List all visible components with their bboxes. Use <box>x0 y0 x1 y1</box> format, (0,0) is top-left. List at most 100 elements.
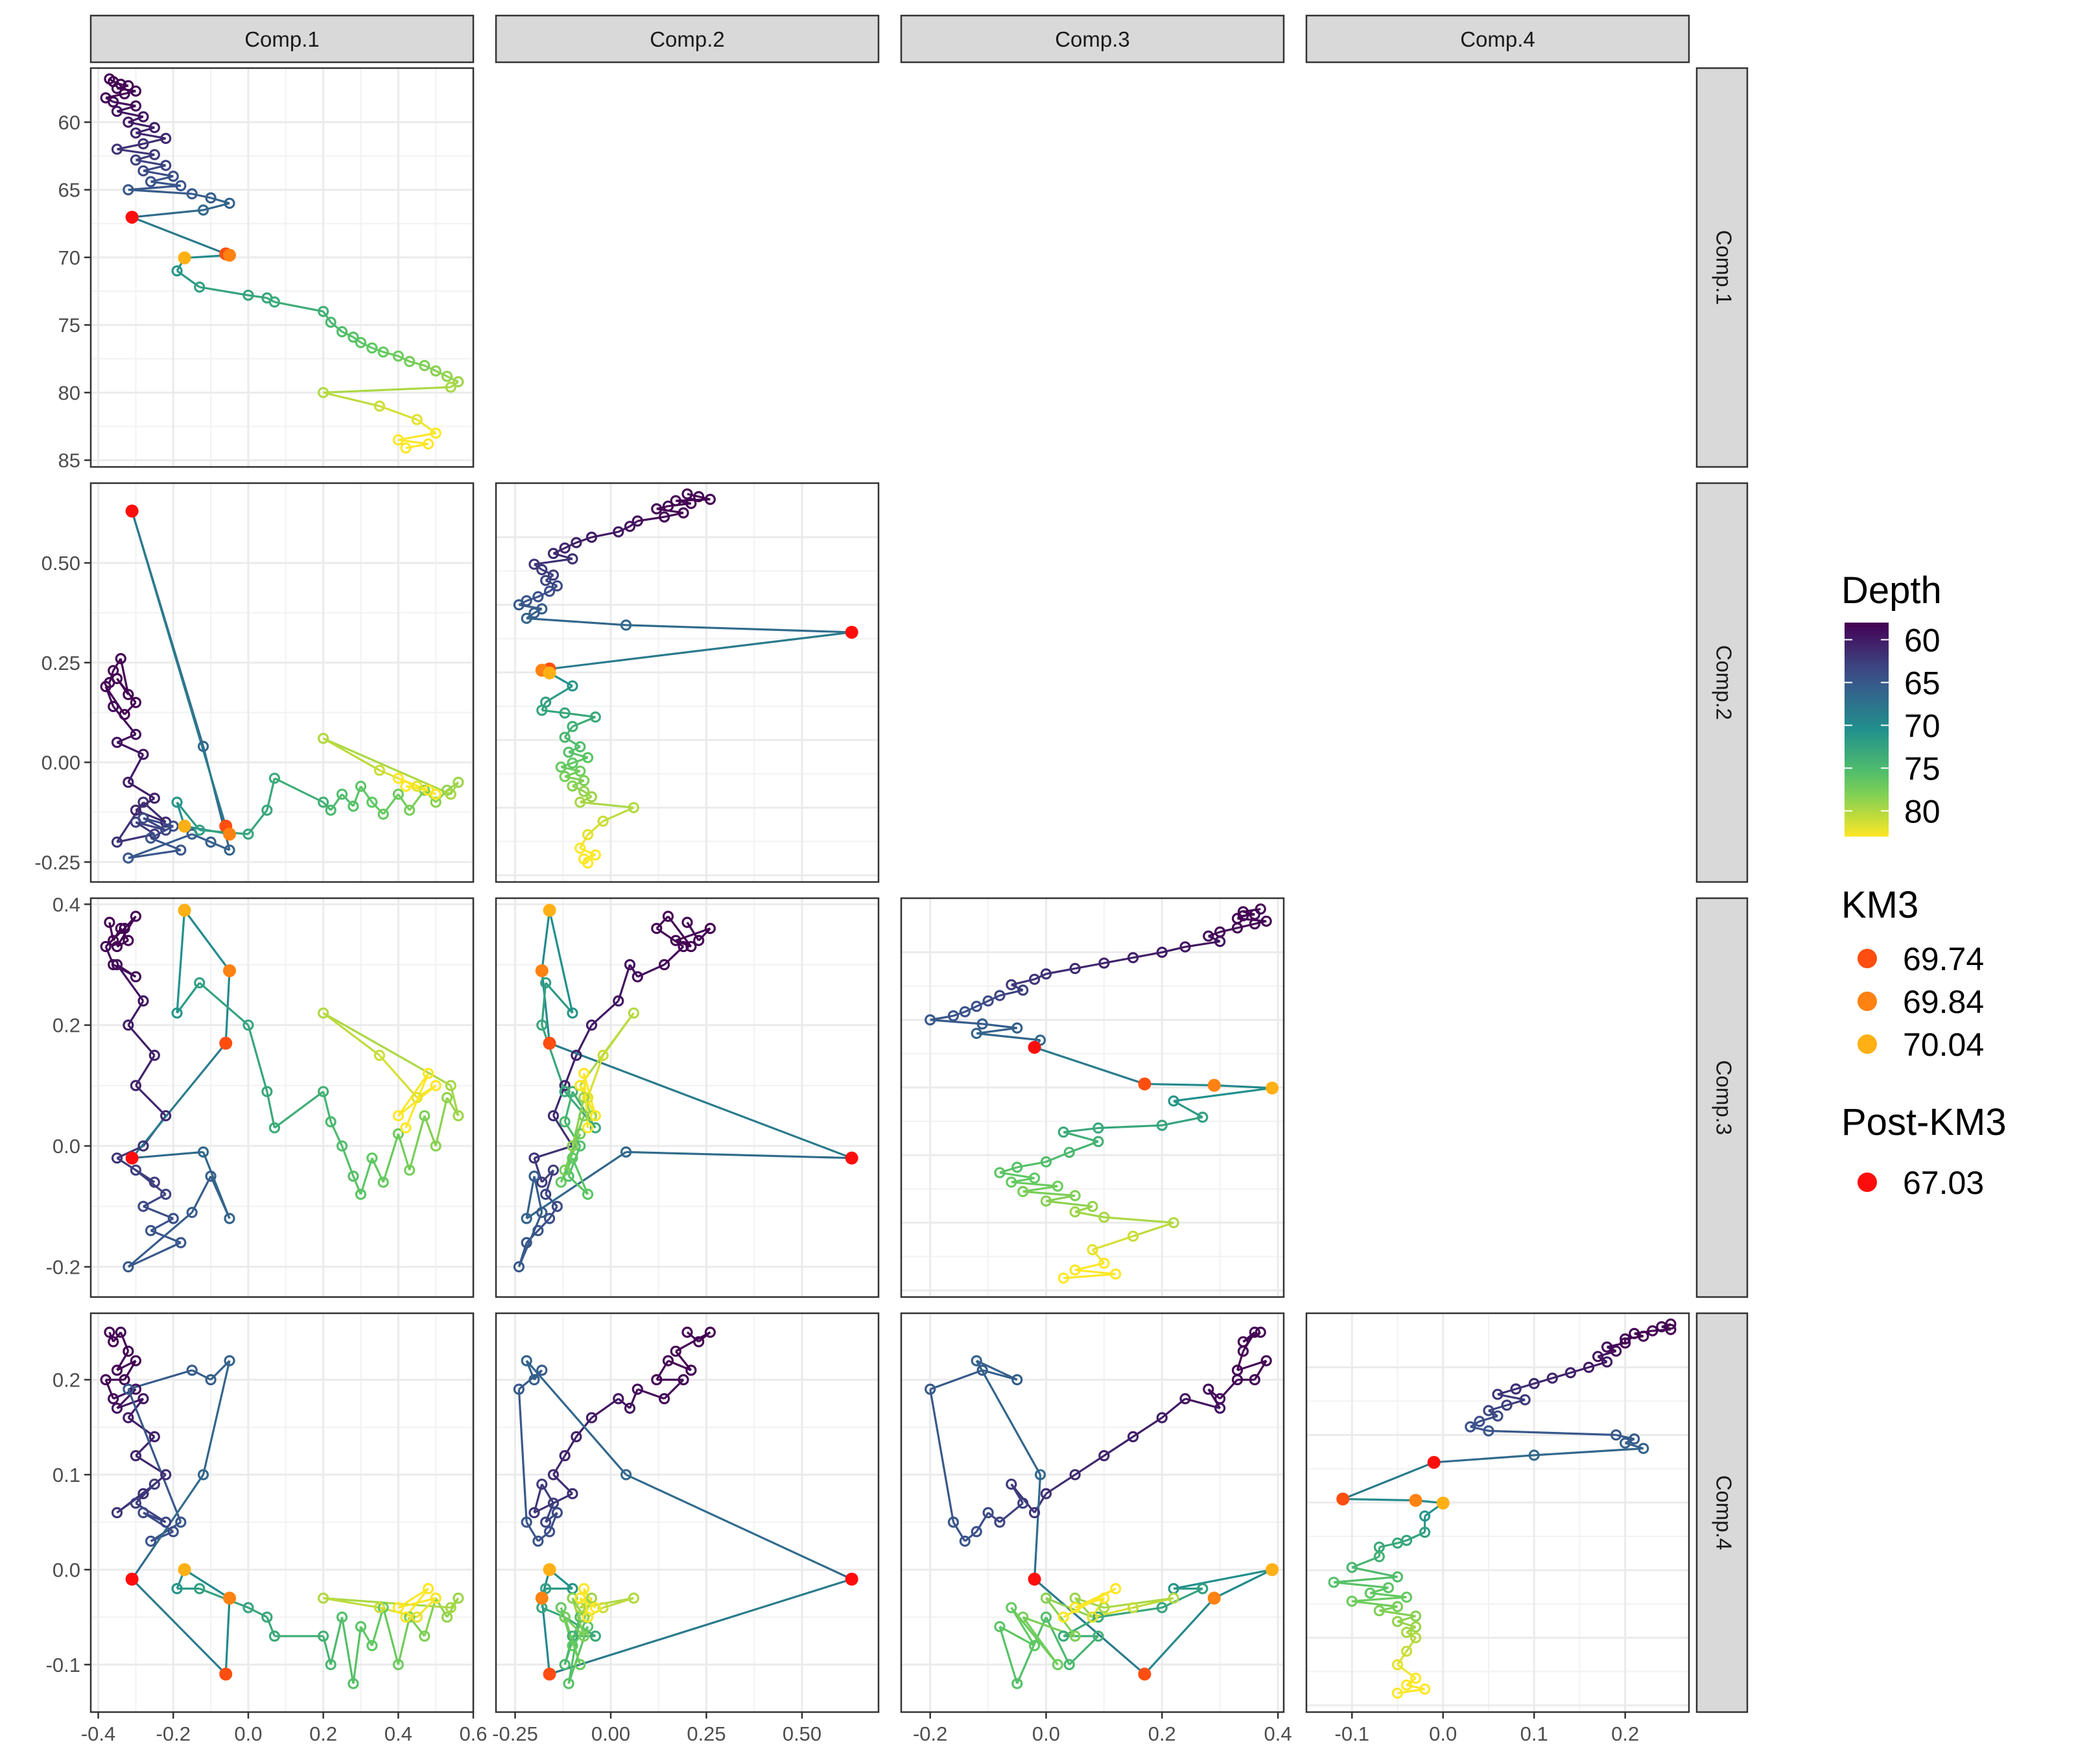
data-point <box>925 1383 936 1395</box>
data-point <box>1419 1527 1431 1538</box>
data-point <box>130 971 142 983</box>
path-segment <box>999 1166 1018 1174</box>
data-point <box>578 785 590 797</box>
data-point <box>108 96 119 108</box>
data-point <box>976 1364 988 1376</box>
panel-background <box>91 483 473 882</box>
data-point <box>261 1611 273 1623</box>
data-point <box>175 844 187 856</box>
path-segment <box>371 1607 384 1646</box>
data-point <box>1011 1374 1023 1386</box>
data-point <box>571 1431 582 1442</box>
data-point <box>318 305 329 317</box>
x-tick-label: -0.4 <box>81 1722 115 1745</box>
data-point <box>582 752 594 763</box>
data-point <box>336 1140 348 1152</box>
data-point <box>167 1213 179 1224</box>
path-segment <box>1352 1600 1398 1608</box>
path-segment <box>1068 1635 1100 1665</box>
data-point <box>982 995 994 1007</box>
data-point <box>1620 1337 1631 1349</box>
data-point <box>578 1583 590 1595</box>
data-point <box>1237 910 1249 922</box>
data-point <box>373 400 385 412</box>
data-point <box>318 1086 329 1097</box>
data-point <box>582 1122 594 1134</box>
y-tick-label: 75 <box>58 314 80 337</box>
data-point <box>1087 1200 1098 1212</box>
data-point <box>631 1383 643 1395</box>
data-point <box>547 569 560 581</box>
path-segment <box>1343 1497 1416 1502</box>
data-point <box>197 1146 209 1158</box>
data-point <box>540 1188 552 1200</box>
data-point <box>563 1678 574 1689</box>
path-segment <box>1470 1425 1489 1432</box>
data-point <box>555 1176 567 1188</box>
path-segment <box>359 1158 373 1195</box>
path-segment <box>116 964 145 1002</box>
y-tick-label: 0.0 <box>53 1558 80 1581</box>
column-strip-label: Comp.1 <box>244 27 320 51</box>
data-point <box>377 1602 389 1614</box>
data-point <box>589 1122 602 1134</box>
data-point <box>559 1164 571 1176</box>
path-segment <box>1625 1442 1644 1450</box>
data-point <box>268 1122 281 1134</box>
panel-marks <box>925 1326 1279 1689</box>
data-point <box>1410 1610 1422 1622</box>
data-point <box>123 1345 134 1357</box>
data-point <box>1156 946 1168 958</box>
path-segment <box>112 1331 122 1342</box>
data-point <box>678 507 689 519</box>
data-point <box>453 376 464 388</box>
path-segment <box>1397 1615 1417 1623</box>
path-segment <box>408 1115 426 1171</box>
data-point <box>658 959 670 971</box>
panel-border <box>1305 1312 1690 1713</box>
path-segment <box>1092 1235 1134 1251</box>
data-point <box>123 116 134 128</box>
data-point <box>137 165 149 177</box>
data-point <box>1410 1621 1422 1633</box>
path-segment <box>398 432 436 441</box>
column-strip <box>900 14 1285 64</box>
data-point <box>137 748 149 760</box>
km3-point <box>178 819 191 833</box>
data-point <box>186 1364 198 1376</box>
x-tick-label: -0.1 <box>1335 1722 1369 1745</box>
panel-border <box>900 1312 1285 1713</box>
panel-comp4-vs-comp3: -0.2 0.0 0.2 0.4 <box>900 1312 1292 1745</box>
data-point <box>1006 1602 1017 1614</box>
path-segment <box>667 915 692 947</box>
data-point <box>971 1027 982 1040</box>
data-point <box>536 1206 548 1219</box>
panel-marks <box>100 505 464 864</box>
data-point <box>108 700 119 713</box>
column-strip-label: Comp.3 <box>1055 27 1130 51</box>
path-segment <box>191 1369 211 1381</box>
data-point <box>536 704 548 716</box>
data-point <box>582 1611 594 1623</box>
data-point <box>336 789 348 800</box>
data-point <box>377 808 389 820</box>
km3-point <box>1207 1591 1221 1605</box>
data-point <box>540 575 552 586</box>
data-point <box>597 1602 609 1614</box>
data-point <box>111 673 123 684</box>
path-segment <box>1161 1116 1203 1126</box>
data-point <box>1214 936 1226 947</box>
path-segment <box>526 595 539 602</box>
data-point <box>1249 1374 1260 1386</box>
y-tick-label: 0.1 <box>53 1464 80 1486</box>
path-segment <box>549 1512 558 1532</box>
data-point <box>268 1630 281 1642</box>
data-point <box>521 1516 532 1528</box>
path-segment <box>1074 1205 1093 1213</box>
data-point <box>430 427 442 439</box>
data-point <box>366 796 378 808</box>
data-point <box>551 580 563 592</box>
data-point <box>392 1602 404 1614</box>
path-segment <box>131 1578 227 1675</box>
data-point <box>578 1630 590 1642</box>
